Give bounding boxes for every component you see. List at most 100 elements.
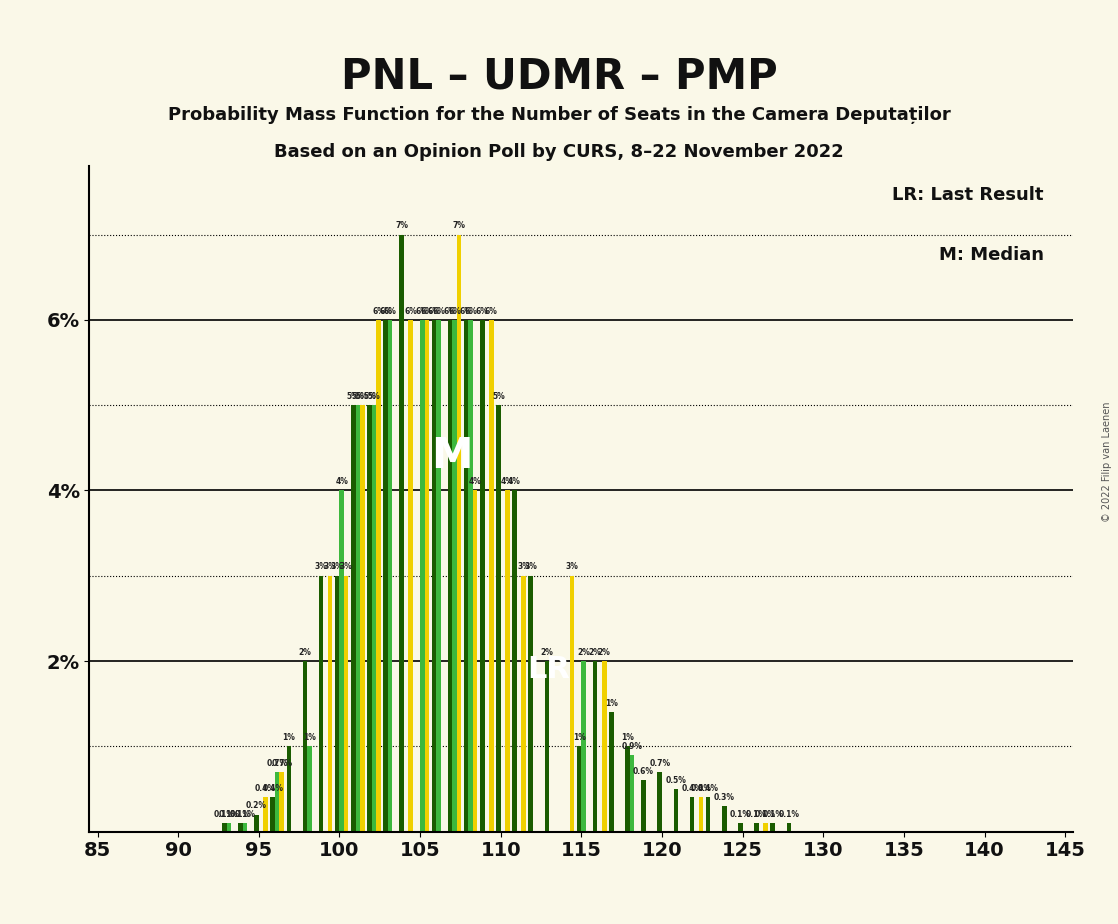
Bar <box>222 823 227 832</box>
Bar <box>505 491 510 832</box>
Bar <box>722 806 727 832</box>
Text: 0.1%: 0.1% <box>218 809 239 819</box>
Bar <box>264 797 268 832</box>
Bar <box>351 405 356 832</box>
Bar <box>787 823 792 832</box>
Bar <box>512 491 517 832</box>
Bar <box>286 747 291 832</box>
Text: 3%: 3% <box>323 563 337 571</box>
Bar <box>307 747 312 832</box>
Bar <box>335 576 340 832</box>
Text: 6%: 6% <box>427 307 440 316</box>
Bar <box>480 320 484 832</box>
Bar <box>319 576 323 832</box>
Bar <box>690 797 694 832</box>
Bar <box>609 712 614 832</box>
Text: 7%: 7% <box>453 221 465 230</box>
Bar <box>705 797 710 832</box>
Text: 3%: 3% <box>340 563 352 571</box>
Bar <box>489 320 494 832</box>
Text: 6%: 6% <box>383 307 397 316</box>
Text: 6%: 6% <box>464 307 477 316</box>
Text: 2%: 2% <box>299 648 311 657</box>
Bar <box>408 320 413 832</box>
Text: 5%: 5% <box>351 392 364 401</box>
Text: 5%: 5% <box>363 392 376 401</box>
Text: 0.1%: 0.1% <box>778 809 799 819</box>
Text: 1%: 1% <box>622 733 634 742</box>
Text: 6%: 6% <box>416 307 429 316</box>
Bar <box>367 405 371 832</box>
Text: 0.4%: 0.4% <box>682 784 702 793</box>
Bar <box>770 823 775 832</box>
Bar <box>570 576 575 832</box>
Bar <box>457 235 462 832</box>
Text: 0.5%: 0.5% <box>665 775 686 784</box>
Text: 6%: 6% <box>459 307 473 316</box>
Bar <box>399 235 404 832</box>
Text: 0.1%: 0.1% <box>730 809 751 819</box>
Text: 0.1%: 0.1% <box>230 809 250 819</box>
Text: 3%: 3% <box>566 563 578 571</box>
Text: 3%: 3% <box>314 563 328 571</box>
Text: 5%: 5% <box>368 392 380 401</box>
Text: © 2022 Filip van Laenen: © 2022 Filip van Laenen <box>1102 402 1112 522</box>
Text: 6%: 6% <box>420 307 434 316</box>
Text: M: Median: M: Median <box>939 246 1044 264</box>
Text: 6%: 6% <box>372 307 385 316</box>
Text: 6%: 6% <box>476 307 489 316</box>
Text: 0.9%: 0.9% <box>622 742 643 750</box>
Text: 1%: 1% <box>572 733 586 742</box>
Bar <box>340 491 344 832</box>
Text: 0.4%: 0.4% <box>255 784 276 793</box>
Bar <box>674 789 679 832</box>
Bar <box>657 772 662 832</box>
Bar <box>544 661 549 832</box>
Bar <box>376 320 381 832</box>
Bar <box>593 661 597 832</box>
Text: 0.4%: 0.4% <box>698 784 719 793</box>
Text: 1%: 1% <box>283 733 295 742</box>
Text: Probability Mass Function for the Number of Seats in the Camera Deputaților: Probability Mass Function for the Number… <box>168 106 950 124</box>
Bar <box>420 320 425 832</box>
Bar <box>238 823 243 832</box>
Bar <box>280 772 284 832</box>
Bar <box>425 320 429 832</box>
Text: 0.1%: 0.1% <box>762 809 783 819</box>
Text: 6%: 6% <box>444 307 456 316</box>
Text: 5%: 5% <box>356 392 369 401</box>
Bar <box>383 320 388 832</box>
Bar <box>764 823 768 832</box>
Text: 6%: 6% <box>379 307 392 316</box>
Text: 6%: 6% <box>485 307 498 316</box>
Text: 4%: 4% <box>501 477 514 486</box>
Text: 6%: 6% <box>448 307 461 316</box>
Bar <box>227 823 231 832</box>
Bar <box>473 491 477 832</box>
Bar <box>642 781 646 832</box>
Text: 3%: 3% <box>331 563 343 571</box>
Bar <box>601 661 607 832</box>
Text: PNL – UDMR – PMP: PNL – UDMR – PMP <box>341 55 777 97</box>
Text: 0.3%: 0.3% <box>713 793 735 802</box>
Text: 2%: 2% <box>589 648 601 657</box>
Bar <box>581 661 586 832</box>
Bar <box>468 320 473 832</box>
Bar <box>436 320 440 832</box>
Bar <box>521 576 525 832</box>
Bar <box>243 823 247 832</box>
Text: 2%: 2% <box>598 648 610 657</box>
Text: 5%: 5% <box>492 392 505 401</box>
Bar <box>275 772 280 832</box>
Text: 0.4%: 0.4% <box>262 784 283 793</box>
Text: 3%: 3% <box>518 563 530 571</box>
Text: 0.1%: 0.1% <box>755 809 776 819</box>
Text: 1%: 1% <box>303 733 316 742</box>
Text: LR: Last Result: LR: Last Result <box>892 187 1044 204</box>
Bar <box>432 320 436 832</box>
Bar <box>629 755 634 832</box>
Bar <box>271 797 275 832</box>
Bar <box>699 797 703 832</box>
Bar <box>529 576 533 832</box>
Text: 6%: 6% <box>432 307 445 316</box>
